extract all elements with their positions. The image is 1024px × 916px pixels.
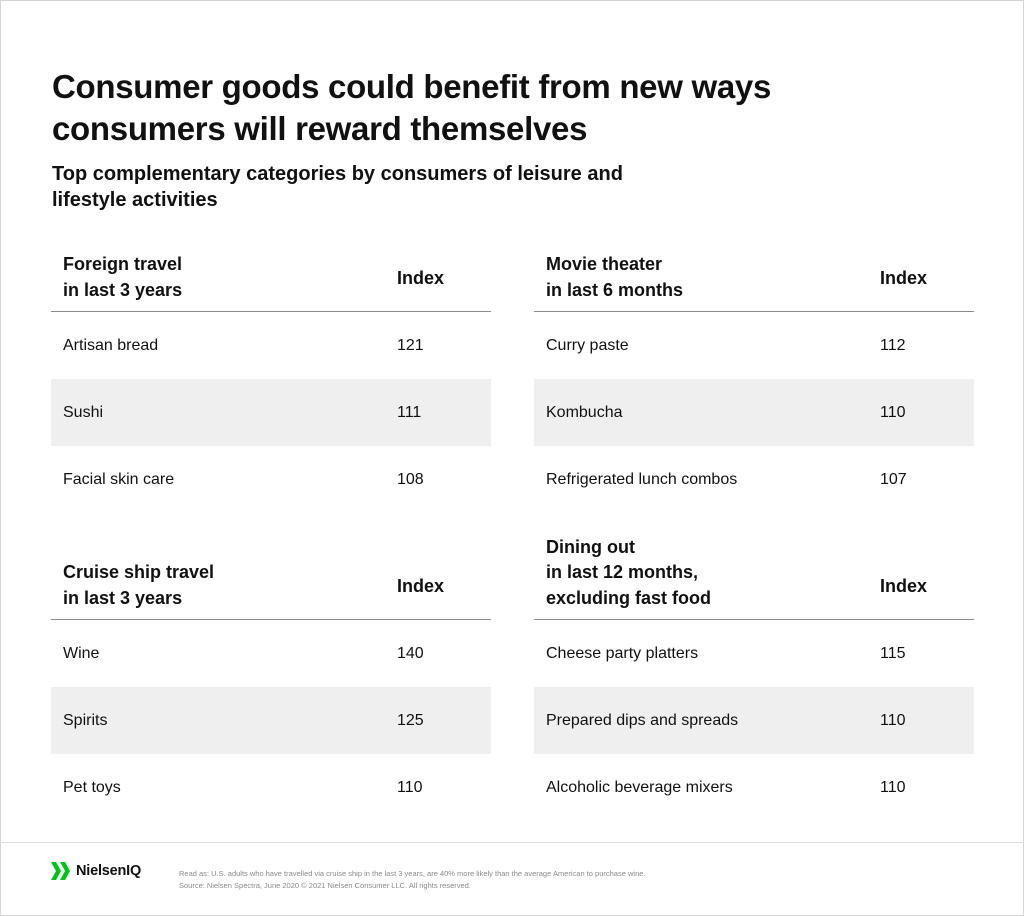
category-name: Pet toys xyxy=(63,779,121,796)
table-row: Sushi 111 xyxy=(51,379,491,446)
category-name: Prepared dips and spreads xyxy=(546,712,739,729)
nielseniq-logo-icon xyxy=(51,862,70,880)
table-row: Spirits 125 xyxy=(51,687,491,754)
table-header: Cruise ship travel in last 3 years Index xyxy=(51,535,491,620)
category-name: Alcoholic beverage mixers xyxy=(546,779,733,796)
category-name: Curry paste xyxy=(546,337,629,354)
table-dining-out: Dining out in last 12 months, excluding … xyxy=(534,535,974,821)
table-index-header: Index xyxy=(397,268,445,288)
brand-name: NielsenIQ xyxy=(76,863,142,879)
category-name: Spirits xyxy=(63,712,108,729)
table-row: Prepared dips and spreads 110 xyxy=(534,687,974,754)
category-name: Cheese party platters xyxy=(546,645,699,662)
table-header-label: Cruise ship travel in last 3 years xyxy=(63,562,215,608)
index-value: 110 xyxy=(880,712,906,729)
table-index-header: Index xyxy=(880,576,928,596)
table-header-label: Movie theater in last 6 months xyxy=(546,254,684,300)
table-header-label: Foreign travel in last 3 years xyxy=(63,254,183,300)
table-row: Curry paste 112 xyxy=(534,312,974,379)
page-subtitle: Top complementary categories by consumer… xyxy=(52,163,623,211)
index-value: 110 xyxy=(880,404,906,421)
table-header-label: Dining out in last 12 months, excluding … xyxy=(546,536,712,608)
category-name: Wine xyxy=(63,645,100,662)
category-name: Kombucha xyxy=(546,404,623,421)
footnote-read-as: Read as: U.S. adults who have travelled … xyxy=(179,869,646,878)
index-value: 110 xyxy=(397,779,423,796)
table-row: Alcoholic beverage mixers 110 xyxy=(534,754,974,821)
table-foreign-travel: Foreign travel in last 3 years Index Art… xyxy=(51,251,491,513)
index-value: 121 xyxy=(397,337,424,354)
table-index-header: Index xyxy=(880,268,928,288)
index-value: 110 xyxy=(880,779,906,796)
index-value: 112 xyxy=(880,337,906,354)
page-title: Consumer goods could benefit from new wa… xyxy=(52,68,771,147)
index-value: 107 xyxy=(880,471,907,488)
footer-divider xyxy=(0,842,1024,843)
table-row: Pet toys 110 xyxy=(51,754,491,821)
category-name: Sushi xyxy=(63,404,104,421)
footnote-source: Source: Nielsen Spectra, June 2020 © 202… xyxy=(179,881,471,890)
table-row: Refrigerated lunch combos 107 xyxy=(534,446,974,513)
index-value: 140 xyxy=(397,645,424,662)
table-row: Facial skin care 108 xyxy=(51,446,491,513)
table-row: Wine 140 xyxy=(51,620,491,687)
index-value: 111 xyxy=(397,404,422,421)
table-movie-theater: Movie theater in last 6 months Index Cur… xyxy=(534,251,974,513)
category-name: Facial skin care xyxy=(63,471,175,488)
category-name: Refrigerated lunch combos xyxy=(546,471,738,488)
table-index-header: Index xyxy=(397,576,445,596)
table-header: Movie theater in last 6 months Index xyxy=(534,251,974,312)
index-value: 125 xyxy=(397,712,424,729)
table-cruise-ship-travel: Cruise ship travel in last 3 years Index… xyxy=(51,535,491,821)
table-row: Cheese party platters 115 xyxy=(534,620,974,687)
table-header: Foreign travel in last 3 years Index xyxy=(51,251,491,312)
table-row: Kombucha 110 xyxy=(534,379,974,446)
table-row: Artisan bread 121 xyxy=(51,312,491,379)
table-header: Dining out in last 12 months, excluding … xyxy=(534,535,974,620)
brand-logo: NielsenIQ xyxy=(50,858,141,884)
category-name: Artisan bread xyxy=(63,337,159,354)
footnote: Read as: U.S. adults who have travelled … xyxy=(179,868,879,892)
index-value: 115 xyxy=(880,645,906,662)
index-value: 108 xyxy=(397,471,424,488)
